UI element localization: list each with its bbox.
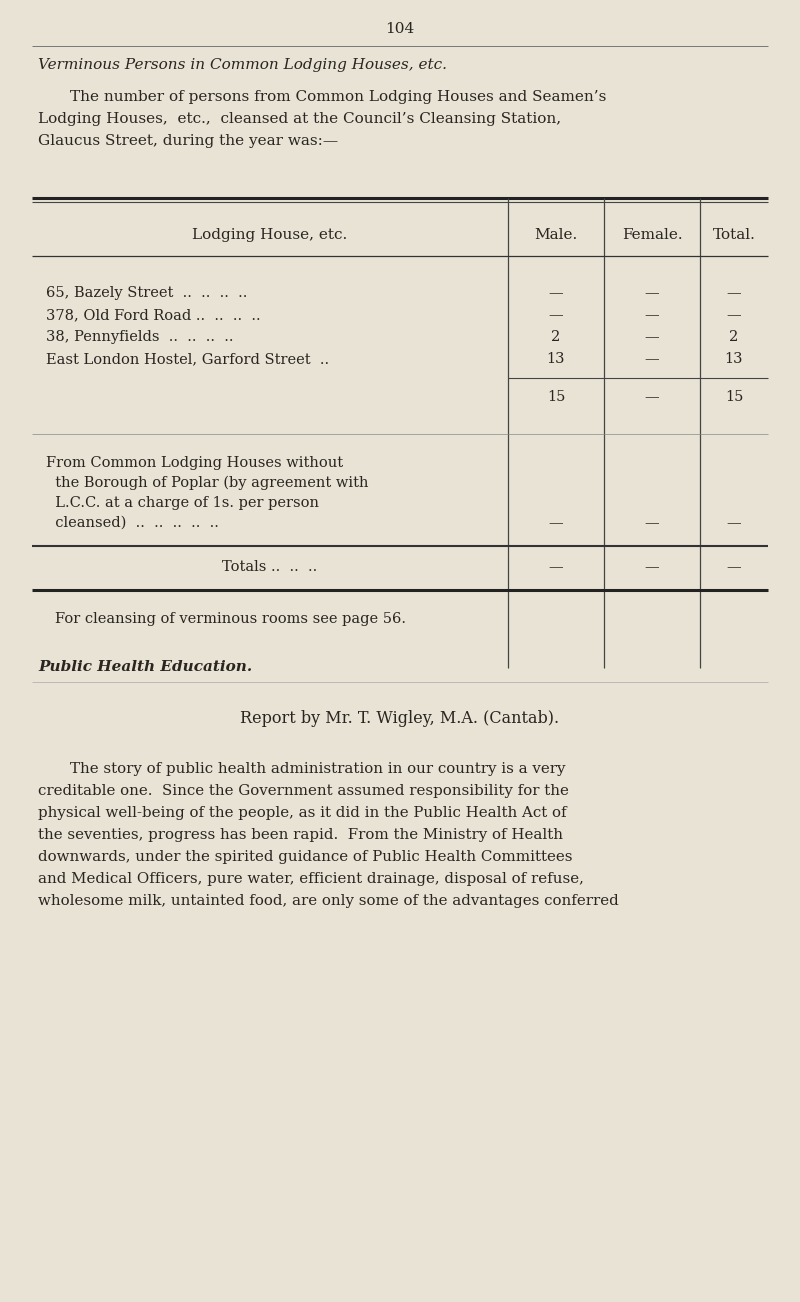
Text: 15: 15 [547,391,565,404]
Text: —: — [645,309,659,322]
Text: 378, Old Ford Road ..  ..  ..  ..: 378, Old Ford Road .. .. .. .. [46,309,261,322]
Text: Verminous Persons in Common Lodging Houses, etc.: Verminous Persons in Common Lodging Hous… [38,59,447,72]
Text: Report by Mr. T. Wigley, M.A. (Cantab).: Report by Mr. T. Wigley, M.A. (Cantab). [241,710,559,727]
Text: —: — [549,560,563,574]
Text: Totals ..  ..  ..: Totals .. .. .. [222,560,318,574]
Text: cleansed)  ..  ..  ..  ..  ..: cleansed) .. .. .. .. .. [46,516,219,530]
Text: 13: 13 [546,352,566,366]
Text: the Borough of Poplar (by agreement with: the Borough of Poplar (by agreement with [46,477,369,491]
Text: —: — [645,352,659,366]
Text: creditable one.  Since the Government assumed responsibility for the: creditable one. Since the Government ass… [38,784,569,798]
Text: 2: 2 [730,329,738,344]
Text: —: — [645,516,659,530]
Text: Female.: Female. [622,228,682,242]
Text: Lodging Houses,  etc.,  cleansed at the Council’s Cleansing Station,: Lodging Houses, etc., cleansed at the Co… [38,112,561,126]
Text: wholesome milk, untainted food, are only some of the advantages conferred: wholesome milk, untainted food, are only… [38,894,618,907]
Text: —: — [645,286,659,299]
Text: 38, Pennyfields  ..  ..  ..  ..: 38, Pennyfields .. .. .. .. [46,329,234,344]
Text: The number of persons from Common Lodging Houses and Seamen’s: The number of persons from Common Lodgin… [70,90,606,104]
Text: physical well-being of the people, as it did in the Public Health Act of: physical well-being of the people, as it… [38,806,566,820]
Text: —: — [726,286,742,299]
Text: From Common Lodging Houses without: From Common Lodging Houses without [46,456,343,470]
Text: 15: 15 [725,391,743,404]
Text: Glaucus Street, during the year was:—: Glaucus Street, during the year was:— [38,134,338,148]
Text: —: — [645,560,659,574]
Text: —: — [645,329,659,344]
Text: —: — [726,309,742,322]
Text: downwards, under the spirited guidance of Public Health Committees: downwards, under the spirited guidance o… [38,850,573,865]
Text: and Medical Officers, pure water, efficient drainage, disposal of refuse,: and Medical Officers, pure water, effici… [38,872,584,885]
Text: 65, Bazely Street  ..  ..  ..  ..: 65, Bazely Street .. .. .. .. [46,286,247,299]
Text: —: — [549,309,563,322]
Text: L.C.C. at a charge of 1s. per person: L.C.C. at a charge of 1s. per person [46,496,319,510]
Text: —: — [726,560,742,574]
Text: 2: 2 [551,329,561,344]
Text: East London Hostel, Garford Street  ..: East London Hostel, Garford Street .. [46,352,329,366]
Text: Public Health Education.: Public Health Education. [38,660,252,674]
Text: The story of public health administration in our country is a very: The story of public health administratio… [70,762,566,776]
Text: 13: 13 [725,352,743,366]
Text: Lodging House, etc.: Lodging House, etc. [192,228,348,242]
Text: 104: 104 [386,22,414,36]
Text: Male.: Male. [534,228,578,242]
Text: Total.: Total. [713,228,755,242]
Text: —: — [726,516,742,530]
Text: —: — [549,516,563,530]
Text: the seventies, progress has been rapid.  From the Ministry of Health: the seventies, progress has been rapid. … [38,828,563,842]
Text: —: — [549,286,563,299]
Text: —: — [645,391,659,404]
Text: For cleansing of verminous rooms see page 56.: For cleansing of verminous rooms see pag… [55,612,406,626]
